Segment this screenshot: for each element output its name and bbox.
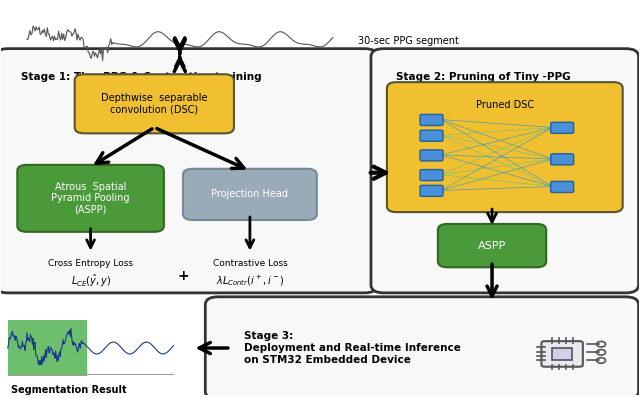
FancyBboxPatch shape	[371, 49, 639, 293]
Text: Stage 1: Tiny-PPG & Contrastive training: Stage 1: Tiny-PPG & Contrastive training	[20, 72, 261, 82]
Text: 30-sec PPG segment: 30-sec PPG segment	[358, 36, 459, 46]
FancyBboxPatch shape	[541, 341, 583, 367]
FancyBboxPatch shape	[205, 297, 639, 399]
FancyBboxPatch shape	[552, 348, 572, 360]
FancyBboxPatch shape	[420, 130, 443, 141]
FancyBboxPatch shape	[420, 186, 443, 196]
Text: Cross Entropy Loss: Cross Entropy Loss	[48, 259, 133, 269]
FancyBboxPatch shape	[387, 82, 623, 212]
FancyBboxPatch shape	[75, 74, 234, 133]
FancyBboxPatch shape	[420, 170, 443, 181]
Text: +: +	[177, 269, 189, 283]
Text: Stage 3:
Deployment and Real-time Inference
on STM32 Embedded Device: Stage 3: Deployment and Real-time Infere…	[244, 332, 460, 365]
Text: $\lambda L_{Contr}(i^+,i^-)$: $\lambda L_{Contr}(i^+,i^-)$	[216, 273, 284, 288]
FancyBboxPatch shape	[420, 115, 443, 125]
Text: $L_{CE}(\hat{y},y)$: $L_{CE}(\hat{y},y)$	[70, 273, 111, 289]
FancyBboxPatch shape	[550, 122, 573, 133]
Text: Depthwise  separable
convolution (DSC): Depthwise separable convolution (DSC)	[101, 93, 207, 115]
Text: Contrastive Loss: Contrastive Loss	[212, 259, 287, 269]
Text: Segmentation Result: Segmentation Result	[11, 385, 127, 395]
Text: Atrous  Spatial
Pyramid Pooling
(ASPP): Atrous Spatial Pyramid Pooling (ASPP)	[51, 182, 130, 215]
FancyBboxPatch shape	[420, 150, 443, 161]
Text: Stage 2: Pruning of Tiny -PPG: Stage 2: Pruning of Tiny -PPG	[396, 72, 571, 82]
FancyBboxPatch shape	[8, 320, 87, 375]
Text: Pruned DSC: Pruned DSC	[476, 100, 534, 110]
FancyBboxPatch shape	[183, 169, 317, 220]
Text: ASPP: ASPP	[478, 241, 506, 251]
FancyBboxPatch shape	[438, 224, 546, 267]
FancyBboxPatch shape	[0, 49, 378, 293]
Text: Projection Head: Projection Head	[211, 190, 289, 200]
FancyBboxPatch shape	[550, 154, 573, 165]
FancyBboxPatch shape	[550, 182, 573, 192]
FancyBboxPatch shape	[17, 165, 164, 232]
